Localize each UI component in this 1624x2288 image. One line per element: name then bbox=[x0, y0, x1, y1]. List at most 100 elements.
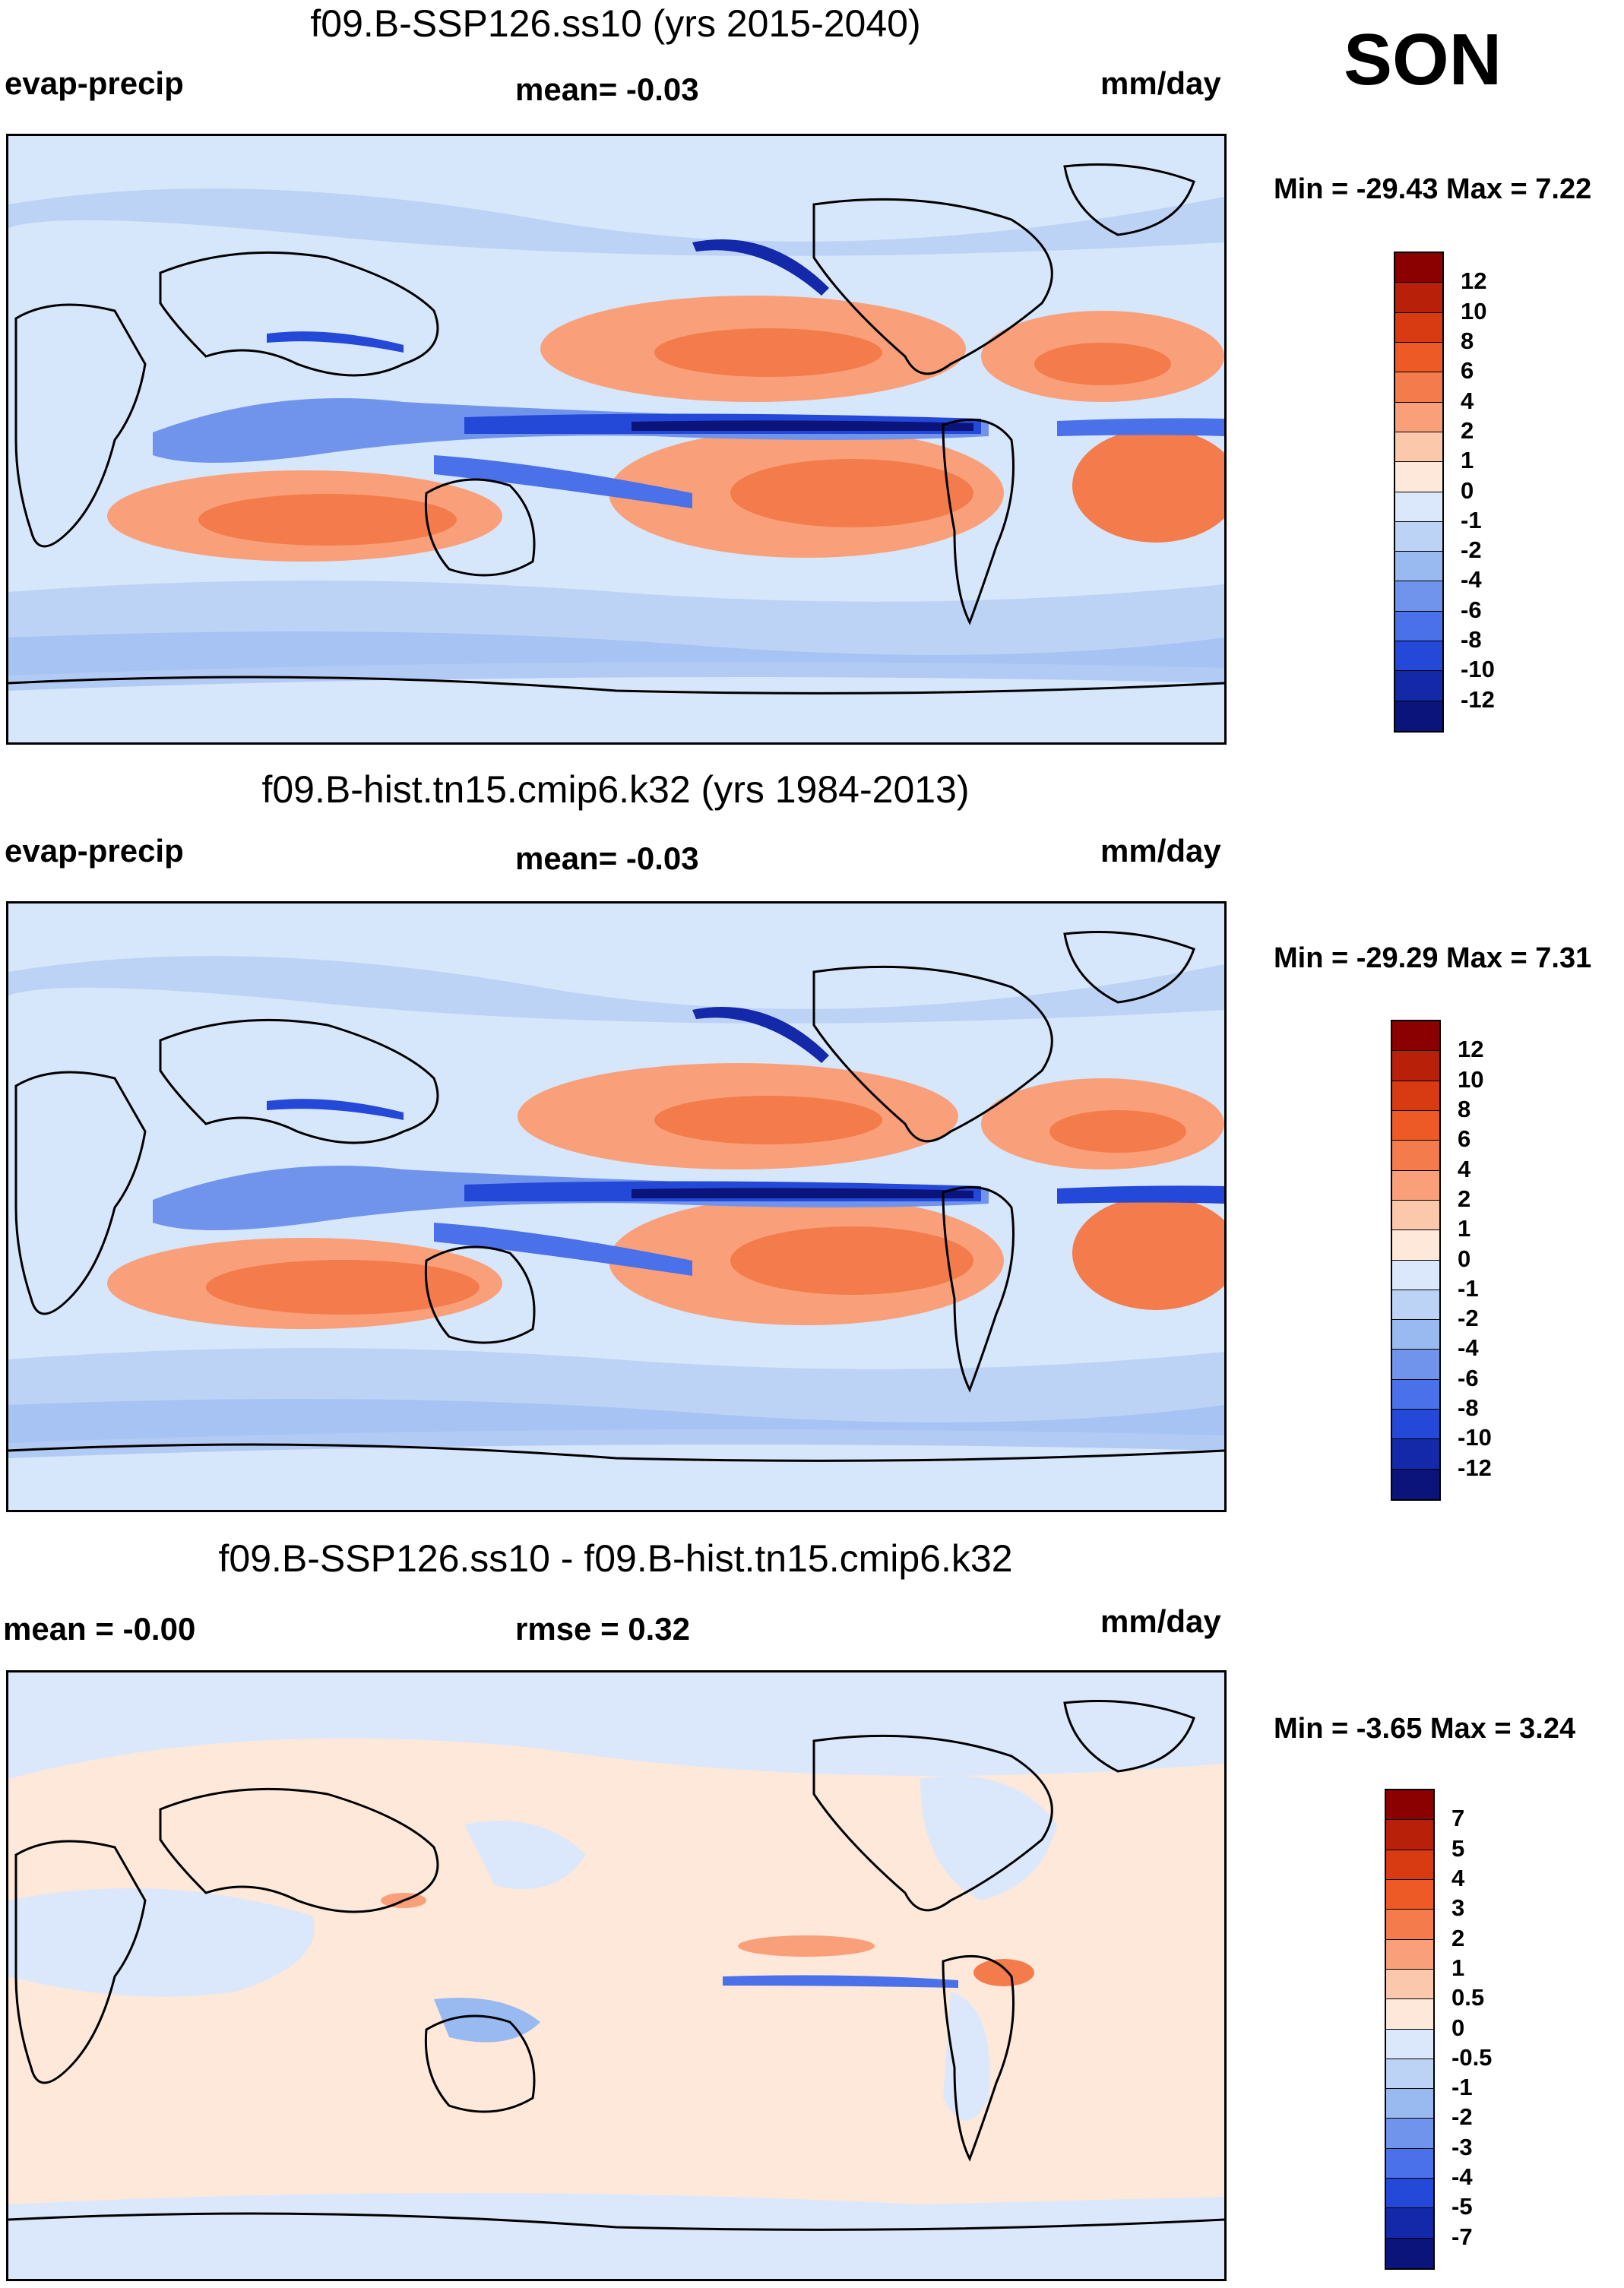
colorbar-segment bbox=[1392, 1200, 1439, 1231]
colorbar-segment bbox=[1395, 671, 1442, 701]
colorbar-tick-label: 8 bbox=[1461, 327, 1474, 354]
colorbar-tick-label: -6 bbox=[1458, 1364, 1479, 1391]
panel-1-title: f09.B-SSP126.ss10 (yrs 2015-2040) bbox=[310, 2, 921, 45]
colorbar-segment bbox=[1386, 1910, 1433, 1940]
colorbar-segment bbox=[1392, 1110, 1439, 1141]
colorbar-tick-label: -4 bbox=[1458, 1334, 1479, 1362]
colorbar-tick-label: 12 bbox=[1458, 1036, 1484, 1063]
colorbar-tick-label: 0.5 bbox=[1451, 1984, 1485, 2011]
colorbar-tick-label: -5 bbox=[1451, 2193, 1473, 2220]
colorbar-segment bbox=[1395, 342, 1442, 373]
colorbar-tick-label: 2 bbox=[1458, 1185, 1471, 1212]
colorbar-tick-label: -4 bbox=[1461, 566, 1482, 593]
colorbar-tick-label: -2 bbox=[1461, 536, 1482, 564]
colorbar-segment bbox=[1392, 1081, 1439, 1111]
colorbar-segment bbox=[1386, 1790, 1433, 1821]
colorbar-segment bbox=[1395, 581, 1442, 612]
panel-2-map-svg bbox=[8, 903, 1224, 1510]
colorbar-tick-label: 12 bbox=[1461, 267, 1487, 295]
colorbar-tick-label: -8 bbox=[1458, 1394, 1479, 1422]
panel-3-units-label: mm/day bbox=[1100, 1603, 1221, 1639]
colorbar-segment bbox=[1395, 462, 1442, 492]
colorbar-tick-label: 2 bbox=[1451, 1924, 1465, 1951]
colorbar-segment bbox=[1386, 1939, 1433, 1970]
colorbar-tick-label: 6 bbox=[1461, 357, 1474, 384]
colorbar-tick-label: 10 bbox=[1458, 1065, 1484, 1093]
panel-2-minmax: Min = -29.29 Max = 7.31 bbox=[1274, 942, 1592, 974]
colorbar-segment bbox=[1395, 402, 1442, 432]
colorbar-tick-label: -1 bbox=[1458, 1274, 1479, 1302]
colorbar-segment bbox=[1386, 2148, 1433, 2179]
colorbar-segment bbox=[1392, 1439, 1439, 1470]
colorbar-segment bbox=[1386, 2208, 1433, 2239]
colorbar-tick-label: -12 bbox=[1461, 685, 1495, 713]
colorbar-tick-label: 1 bbox=[1461, 447, 1474, 474]
colorbar-tick-label: -4 bbox=[1451, 2163, 1473, 2191]
colorbar-tick-label: 0 bbox=[1451, 2014, 1465, 2041]
colorbar-segment bbox=[1386, 1999, 1433, 2030]
colorbar-tick-label: 4 bbox=[1458, 1155, 1471, 1182]
colorbar-tick-label: -10 bbox=[1458, 1424, 1492, 1451]
panel-3-colorbar bbox=[1385, 1789, 1435, 2270]
colorbar-tick-label: 5 bbox=[1451, 1834, 1465, 1862]
colorbar-tick-label: -2 bbox=[1451, 2103, 1473, 2131]
panel-1-mean-label: mean= -0.03 bbox=[515, 71, 699, 107]
colorbar-tick-label: 10 bbox=[1461, 297, 1487, 324]
colorbar-tick-label: -2 bbox=[1458, 1305, 1479, 1332]
colorbar-segment bbox=[1386, 1850, 1433, 1880]
colorbar-segment bbox=[1392, 1051, 1439, 1081]
colorbar-segment bbox=[1386, 2119, 1433, 2149]
colorbar-segment bbox=[1395, 432, 1442, 463]
colorbar-segment bbox=[1392, 1350, 1439, 1380]
panel-3-title: f09.B-SSP126.ss10 - f09.B-hist.tn15.cmip… bbox=[218, 1537, 1013, 1580]
panel-3-map bbox=[6, 1670, 1227, 2281]
colorbar-tick-label: 2 bbox=[1461, 416, 1474, 444]
colorbar-segment bbox=[1392, 1260, 1439, 1290]
colorbar-tick-label: -8 bbox=[1461, 626, 1482, 653]
colorbar-tick-label: 7 bbox=[1451, 1805, 1465, 1832]
season-label: SON bbox=[1344, 19, 1502, 100]
colorbar-segment bbox=[1386, 2179, 1433, 2209]
colorbar-tick-label: 6 bbox=[1458, 1125, 1471, 1153]
colorbar-tick-label: 4 bbox=[1451, 1864, 1465, 1891]
panel-2-map bbox=[6, 901, 1227, 1512]
colorbar-segment bbox=[1395, 312, 1442, 343]
panel-3-mean-label: mean = -0.00 bbox=[3, 1611, 196, 1647]
colorbar-tick-label: 4 bbox=[1461, 387, 1474, 414]
colorbar-segment bbox=[1395, 283, 1442, 313]
colorbar-segment bbox=[1395, 552, 1442, 582]
panel-1-units-label: mm/day bbox=[1100, 65, 1221, 101]
colorbar-tick-label: -6 bbox=[1461, 596, 1482, 623]
colorbar-segment bbox=[1386, 2029, 1433, 2059]
panel-2-variable-label: evap-precip bbox=[5, 833, 184, 869]
colorbar-tick-label: -3 bbox=[1451, 2133, 1473, 2160]
colorbar-segment bbox=[1386, 1820, 1433, 1850]
panel-2-units-label: mm/day bbox=[1100, 833, 1221, 869]
colorbar-segment bbox=[1392, 1290, 1439, 1321]
panel-2-colorbar bbox=[1391, 1020, 1441, 1501]
colorbar-tick-label: -7 bbox=[1451, 2223, 1473, 2250]
colorbar-segment bbox=[1395, 701, 1442, 731]
colorbar-tick-label: 8 bbox=[1458, 1095, 1471, 1122]
colorbar-tick-label: 3 bbox=[1451, 1894, 1465, 1922]
colorbar-tick-label: -1 bbox=[1451, 2074, 1473, 2101]
panel-1-map-svg bbox=[8, 136, 1224, 742]
colorbar-segment bbox=[1386, 2089, 1433, 2119]
colorbar-segment bbox=[1392, 1410, 1439, 1440]
panel-3-map-svg bbox=[8, 1672, 1224, 2279]
colorbar-tick-label: 0 bbox=[1458, 1245, 1471, 1272]
panel-3-rmse-label: rmse = 0.32 bbox=[515, 1611, 691, 1647]
colorbar-segment bbox=[1395, 521, 1442, 552]
colorbar-segment bbox=[1395, 253, 1442, 283]
colorbar-segment bbox=[1395, 492, 1442, 522]
colorbar-segment bbox=[1386, 2238, 1433, 2268]
colorbar-tick-label: -12 bbox=[1458, 1454, 1492, 1481]
colorbar-tick-label: 1 bbox=[1451, 1954, 1465, 1981]
colorbar-segment bbox=[1386, 2059, 1433, 2090]
colorbar-segment bbox=[1392, 1021, 1439, 1052]
colorbar-segment bbox=[1392, 1320, 1439, 1350]
panel-2-title: f09.B-hist.tn15.cmip6.k32 (yrs 1984-2013… bbox=[261, 768, 970, 811]
panel-1-minmax: Min = -29.43 Max = 7.22 bbox=[1274, 173, 1592, 205]
colorbar-tick-label: -10 bbox=[1461, 656, 1495, 683]
colorbar-tick-label: 1 bbox=[1458, 1215, 1471, 1242]
